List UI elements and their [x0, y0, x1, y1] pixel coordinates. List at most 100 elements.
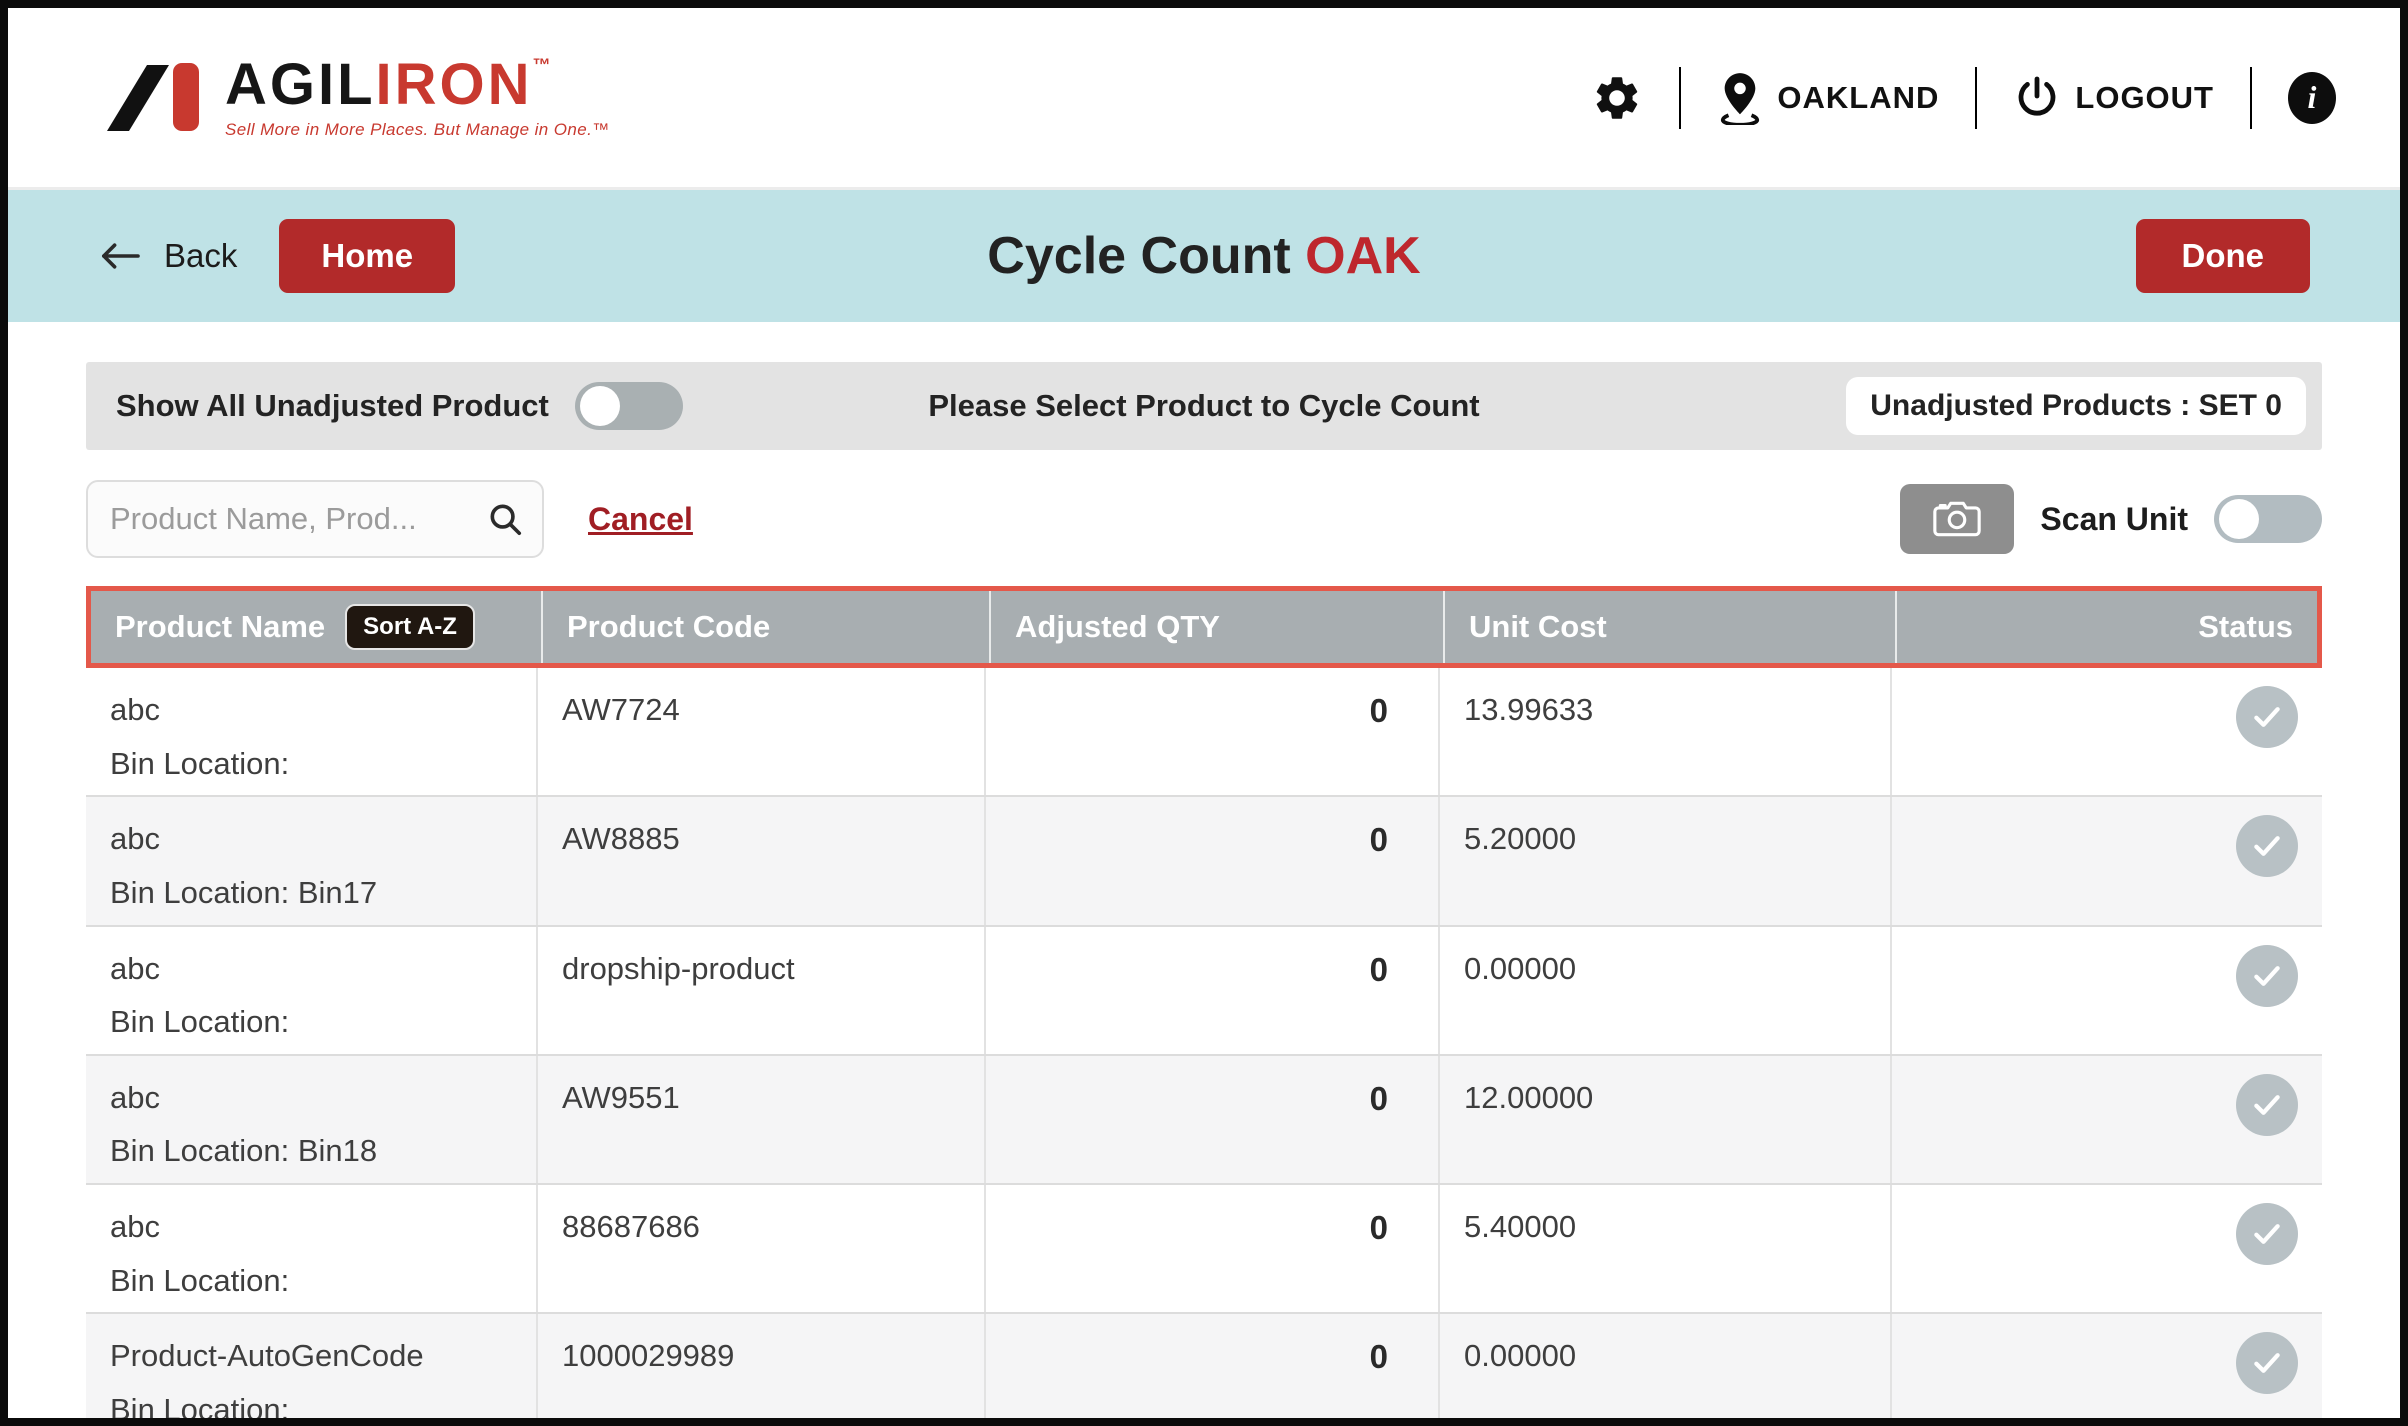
- search-icon[interactable]: [486, 500, 524, 538]
- product-name: Product-AutoGenCode: [110, 1338, 424, 1374]
- camera-icon: [1933, 501, 1982, 537]
- location-label: OAKLAND: [1777, 79, 1940, 115]
- scan-unit-label: Scan Unit: [2040, 500, 2188, 537]
- bin-location: Bin Location:: [110, 745, 290, 781]
- bin-location: Bin Location: Bin17: [110, 874, 378, 910]
- adjusted-qty-cell: 0: [984, 668, 1438, 796]
- unit-cost-cell: 12.00000: [1438, 1055, 1890, 1184]
- logo-tagline: Sell More in More Places. But Manage in …: [225, 119, 610, 139]
- bin-location: Bin Location: Bin18: [110, 1133, 378, 1169]
- table-row[interactable]: abc Bin Location: Bin17 AW8885 0 5.20000: [86, 797, 2322, 927]
- product-search-box[interactable]: [86, 480, 544, 558]
- divider: [1975, 66, 1978, 129]
- gear-icon: [1597, 76, 1638, 119]
- adjusted-qty-cell: 0: [984, 1055, 1438, 1184]
- product-code-cell: AW7724: [536, 668, 984, 796]
- product-name: abc: [110, 1079, 160, 1115]
- table-row[interactable]: abc Bin Location: AW7724 0 13.99633: [86, 668, 2322, 798]
- logout-button[interactable]: LOGOUT: [2013, 74, 2214, 122]
- product-name-cell: abc Bin Location:: [86, 668, 536, 795]
- info-icon[interactable]: i: [2288, 71, 2336, 124]
- unit-cost-cell: 0.00000: [1438, 926, 1890, 1054]
- column-header-adjusted-qty[interactable]: Adjusted QTY: [989, 591, 1443, 663]
- product-name-cell: abc Bin Location: Bin17: [86, 797, 536, 924]
- select-product-prompt: Please Select Product to Cycle Count: [928, 388, 1480, 423]
- product-name: abc: [110, 950, 160, 986]
- table-row[interactable]: abc Bin Location: dropship-product 0 0.0…: [86, 926, 2322, 1056]
- product-name: abc: [110, 1209, 160, 1245]
- cycle-count-table: Product Name Sort A-Z Product Code Adjus…: [86, 586, 2322, 1426]
- status-check-icon[interactable]: [2236, 815, 2298, 878]
- page-title-location: OAK: [1305, 227, 1421, 285]
- toggle-knob: [579, 386, 620, 426]
- sort-a-z-badge[interactable]: Sort A-Z: [345, 604, 475, 650]
- title-bar: Back Home Cycle Count OAK Done: [8, 190, 2400, 322]
- product-code-cell: 88687686: [536, 1185, 984, 1313]
- adjusted-qty-cell: 0: [984, 1314, 1438, 1418]
- location-button[interactable]: OAKLAND: [1717, 71, 1939, 125]
- product-code-cell: dropship-product: [536, 926, 984, 1054]
- filter-bar: Show All Unadjusted Product Please Selec…: [86, 362, 2322, 450]
- settings-button[interactable]: [1591, 72, 1643, 124]
- unadjusted-products-badge: Unadjusted Products : SET 0: [1846, 377, 2306, 435]
- column-header-unit-cost[interactable]: Unit Cost: [1443, 591, 1895, 663]
- agiliron-logo: AGILIRON™ Sell More in More Places. But …: [103, 51, 610, 140]
- product-name-cell: abc Bin Location: Bin18: [86, 1056, 536, 1183]
- table-row[interactable]: abc Bin Location: Bin18 AW9551 0 12.0000…: [86, 1055, 2322, 1186]
- unit-cost-cell: 13.99633: [1438, 668, 1890, 796]
- product-code-cell: 1000029989: [536, 1314, 984, 1418]
- product-name-cell: abc Bin Location:: [86, 1185, 536, 1312]
- done-button[interactable]: Done: [2135, 219, 2310, 293]
- logo-wordmark: AGILIRON™: [225, 51, 554, 117]
- adjusted-qty-cell: 0: [984, 926, 1438, 1054]
- product-name-cell: abc Bin Location:: [86, 927, 536, 1054]
- status-check-icon[interactable]: [2236, 944, 2298, 1007]
- column-header-product-code[interactable]: Product Code: [541, 591, 989, 663]
- toggle-knob: [2219, 499, 2259, 539]
- status-cell: [1890, 797, 2322, 925]
- status-cell: [1890, 1055, 2322, 1184]
- product-name: abc: [110, 692, 160, 727]
- adjusted-qty-cell: 0: [984, 1185, 1438, 1313]
- product-search-input[interactable]: [110, 501, 486, 537]
- status-cell: [1890, 1185, 2322, 1313]
- table-row[interactable]: Product-AutoGenCode Bin Location: 100002…: [86, 1314, 2322, 1426]
- product-code-cell: AW8885: [536, 797, 984, 925]
- cancel-link[interactable]: Cancel: [588, 500, 693, 537]
- unit-cost-cell: 5.20000: [1438, 797, 1890, 925]
- status-check-icon[interactable]: [2236, 686, 2298, 748]
- status-check-icon[interactable]: [2236, 1073, 2298, 1136]
- status-cell: [1890, 668, 2322, 796]
- bin-location: Bin Location:: [110, 1004, 290, 1040]
- table-header-row: Product Name Sort A-Z Product Code Adjus…: [86, 586, 2322, 668]
- back-button[interactable]: Back: [98, 237, 237, 275]
- status-check-icon[interactable]: [2236, 1203, 2298, 1266]
- logo-mark-icon: [107, 62, 199, 131]
- divider: [2250, 66, 2252, 129]
- status-check-icon[interactable]: [2236, 1332, 2298, 1395]
- home-button[interactable]: Home: [279, 219, 456, 293]
- scan-unit-toggle[interactable]: [2214, 495, 2322, 543]
- logout-label: LOGOUT: [2075, 79, 2214, 115]
- page-title: Cycle Count OAK: [987, 227, 1421, 285]
- unit-cost-cell: 5.40000: [1438, 1185, 1890, 1313]
- product-code-cell: AW9551: [536, 1055, 984, 1184]
- status-cell: [1890, 926, 2322, 1054]
- camera-scan-button[interactable]: [1900, 484, 2015, 554]
- show-all-unadjusted-label: Show All Unadjusted Product: [116, 388, 549, 423]
- bin-location: Bin Location:: [110, 1392, 290, 1426]
- product-name-cell: Product-AutoGenCode Bin Location:: [86, 1314, 536, 1426]
- search-row: Cancel Scan Unit: [86, 480, 2322, 558]
- table-row[interactable]: abc Bin Location: 88687686 0 5.40000: [86, 1185, 2322, 1315]
- column-header-status[interactable]: Status: [1895, 591, 2317, 663]
- show-all-unadjusted-toggle[interactable]: [574, 382, 683, 430]
- bin-location: Bin Location:: [110, 1262, 290, 1298]
- unit-cost-cell: 0.00000: [1438, 1314, 1890, 1418]
- product-name: abc: [110, 821, 160, 857]
- back-label: Back: [164, 237, 238, 274]
- adjusted-qty-cell: 0: [984, 797, 1438, 925]
- back-arrow-icon: [102, 243, 140, 269]
- column-header-product-name[interactable]: Product Name Sort A-Z: [91, 591, 541, 663]
- status-cell: [1890, 1314, 2322, 1418]
